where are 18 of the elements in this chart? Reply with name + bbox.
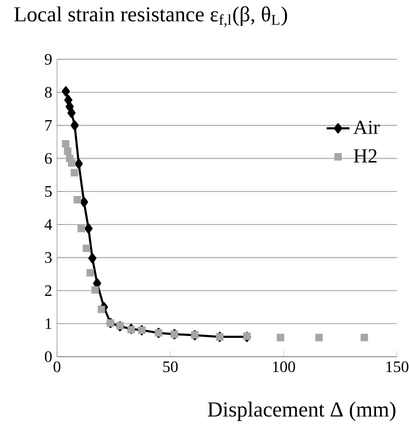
x-tick-label: 50 [163,361,178,372]
y-tick-label: 7 [45,120,52,131]
y-tick-label: 0 [44,351,52,362]
y-tick-label: 9 [44,54,52,65]
x-tick-label: 0 [54,361,60,372]
y-tick-label: 2 [45,285,52,296]
legend-label: Air [353,120,380,134]
legend-label: H2 [354,149,377,163]
chart-title: Local strain resistance ε$_{f,l}$(β, θ$_{L}$) [14,6,288,28]
x-tick-label: 150 [386,361,408,372]
y-tick-label: 6 [44,153,52,164]
y-tick-label: 5 [45,186,52,197]
y-tick-label: 4 [44,219,52,230]
y-tick-label: 3 [45,252,52,263]
y-tick-label: 1 [46,318,52,329]
y-tick-label: 8 [44,86,52,98]
x-tick-label: 100 [273,361,296,372]
x-axis-title: Displacement Δ (mm) [208,402,396,421]
